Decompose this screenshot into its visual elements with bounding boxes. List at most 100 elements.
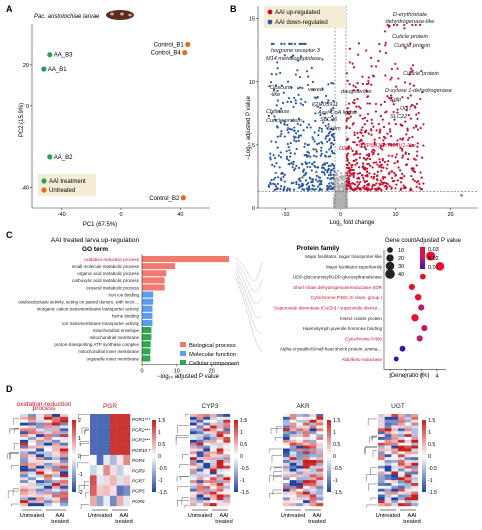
volcano-point-up (420, 176, 423, 179)
heatmap-cell (44, 431, 53, 435)
heatmap-scale-label: 1 (428, 430, 431, 436)
volcano-point-down (330, 133, 334, 136)
volcano-point-up (361, 117, 364, 120)
heatmap-cell (316, 491, 324, 495)
xlabel-treated: treated (51, 519, 68, 525)
heatmap-cell (210, 419, 217, 423)
volcano-point-up (386, 132, 389, 135)
volcano-point-up (401, 172, 404, 175)
heatmap-dendrogram (179, 464, 189, 469)
volcano-point-down (273, 183, 277, 186)
heatmap-cell (116, 475, 124, 486)
volcano-point-up (409, 42, 412, 45)
heatmap-cell (303, 500, 310, 504)
volcano-point-down (331, 135, 334, 138)
volcano-point-down (301, 183, 305, 186)
heatmap-cell (384, 465, 392, 469)
volcano-point-up (407, 152, 410, 156)
heatmap-dendrogram (176, 476, 189, 482)
volcano-point-up (366, 119, 369, 122)
volcano-point-up (408, 82, 412, 85)
heatmap-dendrogram (11, 465, 19, 469)
heatmap-dendrogram (365, 446, 377, 454)
volcano-point-up (358, 156, 361, 159)
heatmap-cell (196, 468, 204, 472)
heatmap-cell (20, 460, 29, 464)
heatmap-gene-label: PGR6 (132, 499, 145, 504)
volcano-point-down (316, 95, 320, 99)
heatmap-cell (296, 425, 304, 429)
heatmap-cell (384, 488, 392, 492)
volcano-point-down (311, 184, 314, 187)
volcano-point-up (363, 184, 366, 187)
volcano-point-up (367, 183, 371, 186)
volcano-point-down (317, 129, 320, 132)
xlabel-treated: treated (308, 519, 325, 525)
heatmap-scale-label: 0 (428, 454, 431, 460)
volcano-point-up (378, 50, 382, 53)
heatmap-dendrogram (185, 413, 189, 417)
heatmap-cell (283, 471, 290, 475)
heatmap-cell (90, 414, 97, 425)
volcano-point-down (269, 156, 272, 159)
volcano-point-down (299, 123, 302, 127)
heatmap-cell (404, 419, 412, 423)
pca-axes (31, 24, 210, 209)
volcano-point-down (307, 143, 310, 146)
heatmap-cell (28, 419, 37, 423)
heatmap-cell (289, 465, 297, 469)
heatmap-cell (289, 500, 297, 504)
heatmap-cell (20, 422, 29, 426)
heatmap-cell (210, 477, 217, 481)
volcano-point-down (330, 127, 333, 130)
heatmap-cell (203, 477, 211, 481)
heatmap-cell (316, 503, 324, 507)
panel-b: B -10 0 10 20051015D-erythronatedehydrogena… (230, 4, 478, 227)
heatmap-cell (216, 500, 224, 504)
heatmap-cell (96, 444, 104, 456)
volcano-point-up (422, 182, 425, 185)
heatmap-cell (28, 500, 37, 504)
volcano-point-down (294, 102, 298, 105)
heatmap-cell (398, 460, 405, 464)
heatmap-cell (283, 462, 290, 466)
go-bar (142, 348, 151, 355)
heatmap-dendrogram (79, 441, 89, 446)
heatmap-cell (36, 425, 45, 429)
volcano-point-up (357, 105, 360, 108)
volcano-point-up (414, 106, 417, 109)
heatmap-cell (44, 480, 53, 484)
heatmap-cell (391, 442, 399, 446)
pca-point (185, 41, 191, 48)
heatmap-cell (309, 439, 317, 443)
heatmap-cell (103, 444, 111, 456)
volcano-point-down (303, 145, 306, 148)
volcano-point-down (326, 140, 329, 143)
volcano-point-down (314, 188, 317, 191)
heatmap-cell (44, 462, 53, 466)
volcano-point-up (414, 23, 417, 27)
heatmap-cell (404, 485, 412, 489)
volcano-point-down (288, 163, 291, 166)
volcano-point-up (412, 126, 415, 129)
volcano-point-down (300, 42, 303, 45)
heatmap-cell (296, 454, 304, 458)
volcano-point-up (388, 128, 392, 131)
heatmap-cell (283, 465, 290, 469)
volcano-point-up (351, 163, 354, 167)
gene-count-dot (385, 269, 395, 279)
volcano-point-up (403, 27, 406, 30)
heatmap-cell (20, 434, 29, 438)
heatmap-cell (28, 416, 37, 420)
volcano-point-up (409, 94, 412, 97)
volcano-point-up (411, 64, 415, 67)
volcano-point-up (346, 177, 350, 180)
volcano-point-down (314, 148, 317, 151)
volcano-point-up (359, 114, 362, 117)
heatmap-dendrogram (365, 474, 377, 482)
legend-up-marker (267, 9, 273, 15)
volcano-point-down (332, 106, 335, 110)
heatmap-cell (411, 414, 419, 418)
heatmap-cell (309, 457, 317, 461)
heatmap-cell (90, 495, 97, 507)
